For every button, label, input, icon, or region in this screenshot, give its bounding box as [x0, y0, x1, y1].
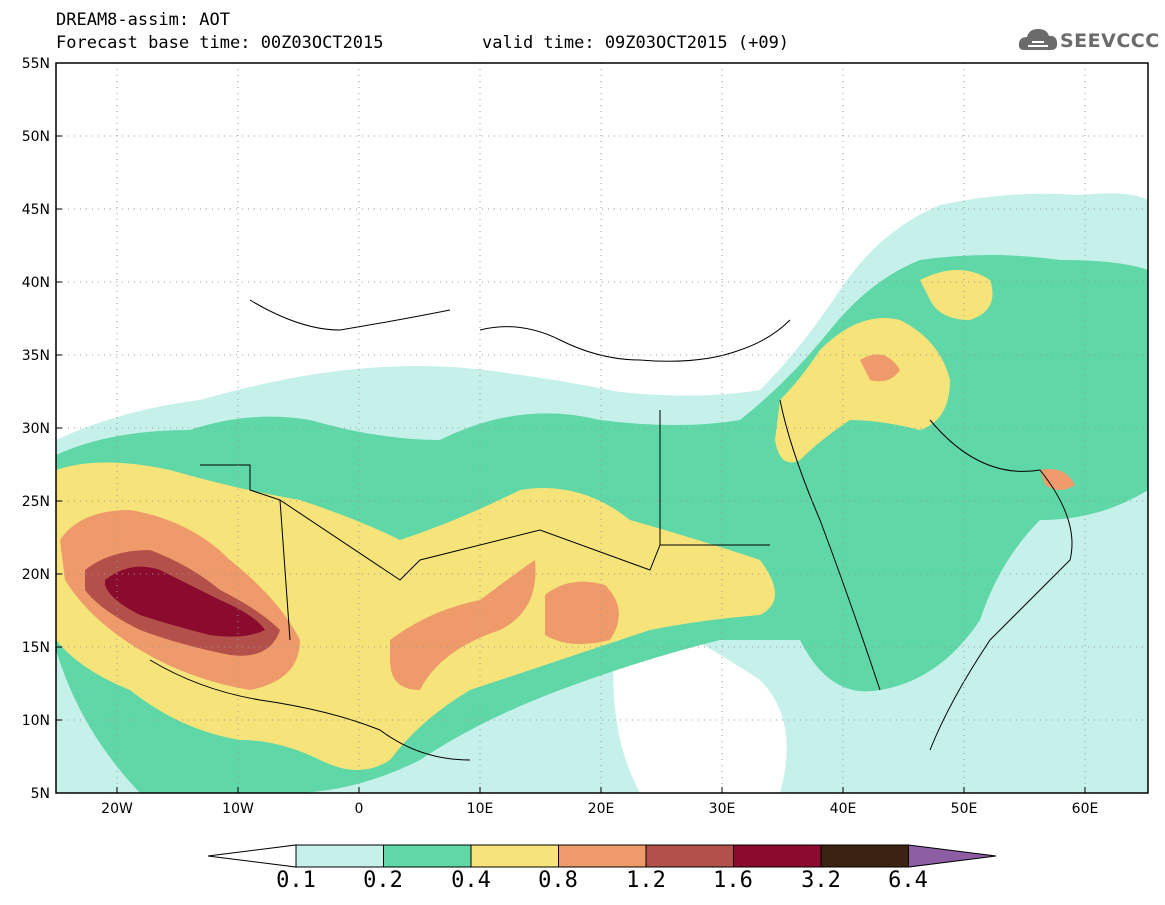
colorbar-swatch: [470, 844, 559, 868]
graticule: [56, 63, 1148, 793]
aot-level-1-6: [105, 566, 265, 637]
lon-label: 20E: [588, 801, 615, 817]
valid-time: valid time: 09Z03OCT2015 (+09): [482, 33, 790, 53]
colorbar-under-arrow: [207, 844, 297, 868]
logo-text: SEEVCCC: [1060, 30, 1160, 52]
aot-fields: [56, 193, 1148, 793]
colorbar-swatch: [645, 844, 734, 868]
aot-level-0-8: [545, 581, 619, 644]
lat-label: 5N: [31, 786, 50, 802]
aot-level-0-4: [56, 462, 775, 770]
lon-label: 40E: [830, 801, 857, 817]
aot-level-0-4: [775, 318, 950, 463]
colorbar-swatch: [295, 844, 384, 868]
lat-label: 55N: [22, 56, 50, 72]
lat-label: 35N: [22, 348, 50, 364]
colorbar-swatch: [820, 844, 909, 868]
axis-ticks: [56, 62, 1086, 794]
lat-label: 20N: [22, 567, 50, 583]
colorbar-label: 0.1: [276, 868, 316, 893]
colorbar-swatch: [558, 844, 647, 868]
colorbar-swatch: [383, 844, 472, 868]
lat-label: 50N: [22, 129, 50, 145]
colorbar-label: 1.6: [713, 868, 753, 893]
colorbar-label: 3.2: [801, 868, 841, 893]
cloud-logo-icon: [1018, 29, 1058, 50]
aot-level-0-8: [860, 354, 900, 382]
lat-label: 25N: [22, 494, 50, 510]
colorbar-label: 0.2: [363, 868, 403, 893]
lat-label: 15N: [22, 640, 50, 656]
lon-label: 50E: [951, 801, 978, 817]
lon-label: 10W: [222, 801, 254, 817]
colorbar-label: 1.2: [626, 868, 666, 893]
colorbar: [207, 844, 997, 868]
aot-level-0-8: [390, 560, 536, 690]
colorbar-swatch: [733, 844, 822, 868]
lat-label: 45N: [22, 202, 50, 218]
lon-label: 60E: [1072, 801, 1099, 817]
lat-label: 30N: [22, 421, 50, 437]
lon-label: 10E: [467, 801, 494, 817]
lon-label: 30E: [709, 801, 736, 817]
lat-label: 10N: [22, 713, 50, 729]
colorbar-label: 0.8: [538, 868, 578, 893]
forecast-base-time: Forecast base time: 00Z03OCT2015: [56, 33, 384, 53]
colorbar-label: 0.4: [451, 868, 491, 893]
longitude-labels: 20W 10W 0 10E 20E 30E 40E 50E 60E: [101, 801, 1098, 817]
colorbar-over-arrow: [908, 844, 997, 868]
title-line-1: DREAM8-assim: AOT: [56, 10, 230, 30]
coastlines: [149, 299, 1073, 761]
lon-label: 0: [355, 801, 364, 817]
lon-label: 20W: [101, 801, 133, 817]
latitude-labels: 55N 50N 45N 40N 35N 30N 25N 20N 15N 10N …: [22, 56, 50, 802]
aot-level-0-8: [1040, 469, 1075, 490]
lat-label: 40N: [22, 275, 50, 291]
colorbar-label: 6.4: [888, 868, 928, 893]
